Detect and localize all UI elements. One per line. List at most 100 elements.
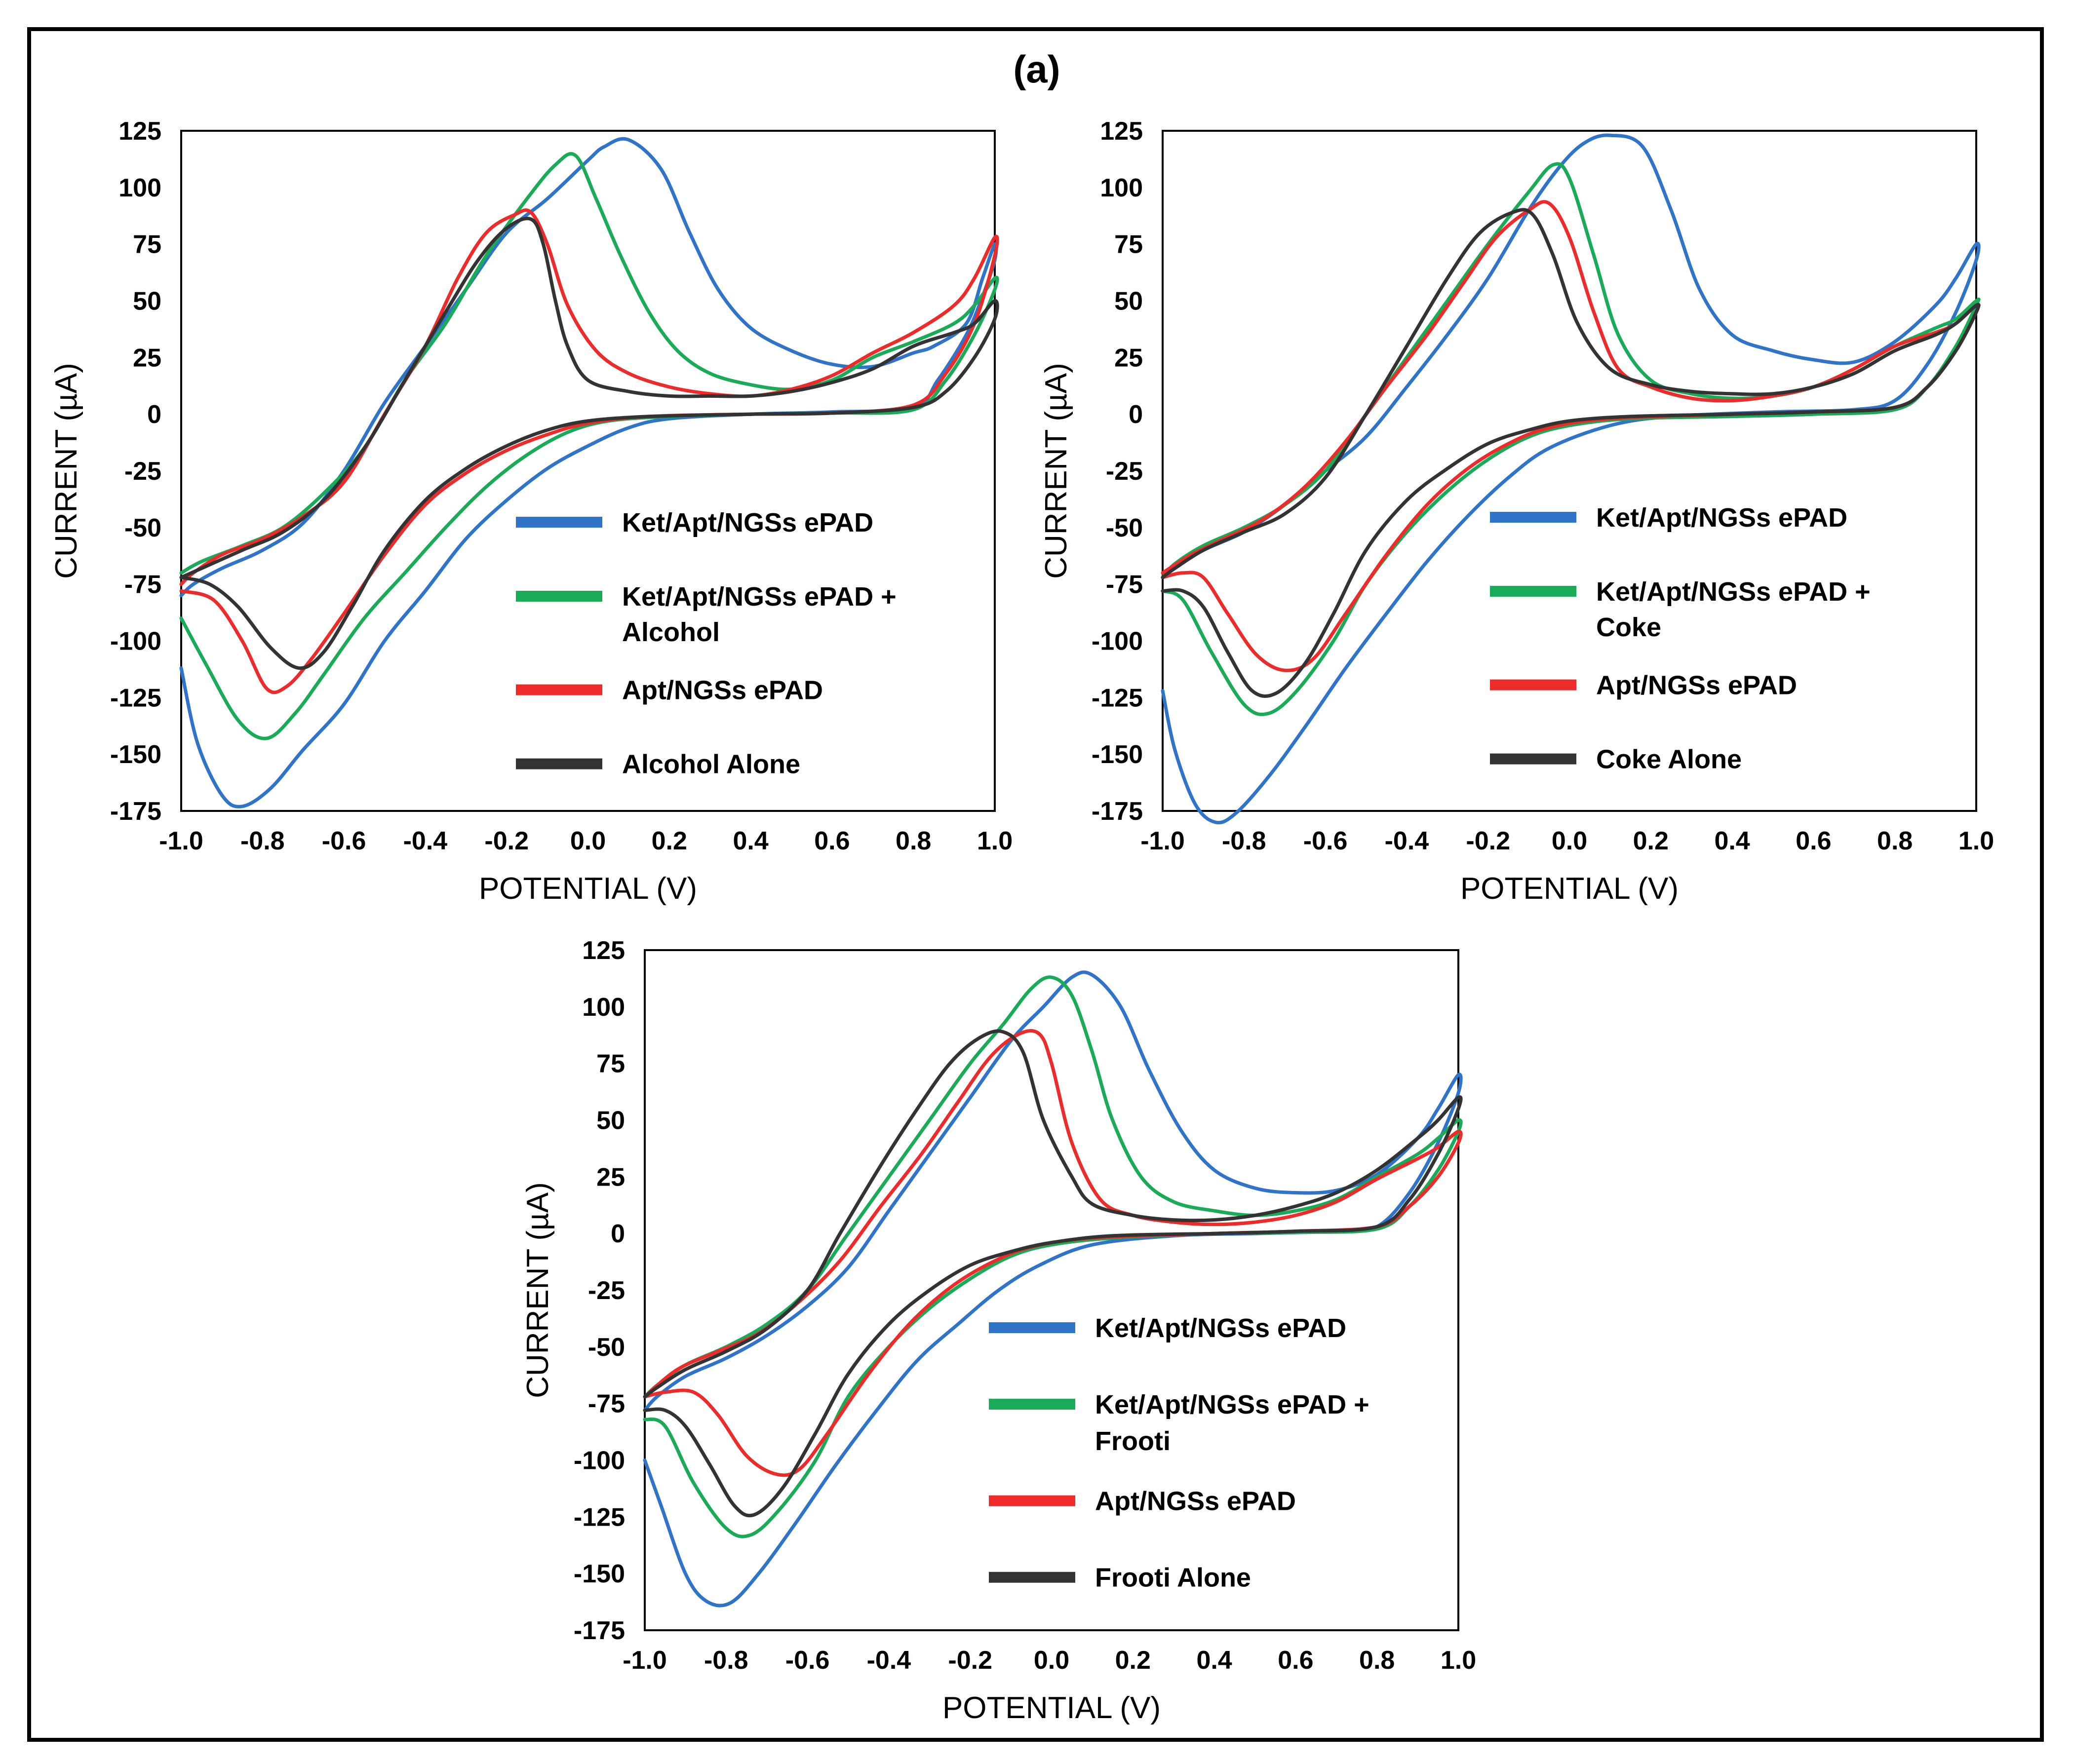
y-tick-label: 125 [118,117,161,146]
series-line-3 [1161,200,1981,672]
x-tick-label: 0.0 [570,827,606,855]
x-tick-label: 0.4 [733,827,768,855]
legend-label: Ket/Apt/NGSs ePAD [1095,1313,1346,1343]
y-tick-label: 100 [582,993,625,1022]
x-tick-label: 1.0 [1441,1646,1476,1675]
y-tick-label: -175 [110,797,161,826]
y-tick-label: -25 [1106,457,1143,486]
x-tick-label: 0.6 [1796,827,1831,855]
x-tick-label: -0.2 [484,827,529,855]
y-tick-label: -100 [110,627,161,656]
series-line-4 [1161,208,1981,698]
x-tick-label: -1.0 [159,827,203,855]
legend-label: Alcohol Alone [622,750,800,779]
x-tick-label: 0.4 [1714,827,1750,855]
x-tick-label: 0.8 [896,827,931,855]
x-tick-label: 0.8 [1877,827,1913,855]
y-tick-label: -125 [574,1503,625,1532]
y-tick-label: -150 [110,740,161,769]
legend-label: Ket/Apt/NGSs ePAD [1596,503,1847,533]
legend-label: Ket/Apt/NGSs ePAD + [622,582,897,612]
y-tick-label: 50 [1114,287,1143,316]
x-tick-label: -0.4 [867,1646,911,1675]
plot-area [644,949,1459,1631]
x-tick-label: 0.2 [1115,1646,1151,1675]
x-tick-label: -0.4 [1385,827,1429,855]
y-tick-label: 75 [596,1050,625,1078]
y-tick-label: -50 [588,1333,625,1362]
x-tick-label: -0.2 [1466,827,1510,855]
x-tick-label: 0.2 [652,827,687,855]
series-line-3 [179,208,999,694]
x-tick-label: 0.0 [1034,1646,1069,1675]
y-tick-label: 125 [582,936,625,965]
figure-title: (a) [1013,47,1060,91]
legend-label: Ket/Apt/NGSs ePAD [622,508,873,537]
x-tick-label: 0.6 [1278,1646,1313,1675]
x-tick-label: -0.8 [1222,827,1266,855]
legend-label: Apt/NGSs ePAD [1596,671,1797,700]
x-tick-label: -0.8 [240,827,285,855]
y-tick-label: -25 [124,457,161,486]
x-axis-label: POTENTIAL (V) [479,872,697,906]
x-tick-label: 0.2 [1633,827,1669,855]
x-tick-label: -0.6 [1303,827,1348,855]
legend-label: Ket/Apt/NGSs ePAD + [1095,1390,1369,1419]
x-tick-label: -1.0 [1140,827,1185,855]
x-tick-label: -1.0 [623,1646,667,1675]
legend-label: Apt/NGSs ePAD [1095,1487,1296,1516]
y-tick-label: 0 [1129,400,1143,429]
y-axis-label: CURRENT (µA) [49,363,83,579]
y-tick-label: -75 [588,1390,625,1419]
series-line-1 [1161,133,1981,825]
x-tick-label: -0.6 [322,827,366,855]
y-tick-label: -50 [1106,514,1143,542]
y-tick-label: -125 [110,684,161,712]
x-tick-label: 0.8 [1359,1646,1395,1675]
y-tick-label: 25 [133,344,161,372]
cv-chart-2: 125 100 75 50 25 0 -25 -50 -75 -100 -125 -150 -175-1… [1039,117,1994,906]
plot-area [180,130,996,812]
cv-chart-3: 125 100 75 50 25 0 -25 -50 -75 -100 -125 -150 -175-1… [521,936,1476,1725]
legend-label: Coke Alone [1596,745,1742,774]
y-tick-label: 100 [1100,174,1143,202]
x-axis-label: POTENTIAL (V) [1460,872,1679,906]
y-tick-label: -100 [574,1447,625,1475]
y-tick-label: -175 [574,1616,625,1645]
x-tick-label: 0.0 [1552,827,1587,855]
legend-label: Frooti Alone [1095,1563,1251,1593]
y-tick-label: 50 [133,287,161,316]
y-tick-label: 25 [1114,344,1143,372]
y-tick-label: 100 [118,174,161,202]
x-tick-label: -0.4 [403,827,448,855]
legend-label: Coke [1596,613,1661,642]
y-tick-label: -75 [124,571,161,599]
y-tick-label: 25 [596,1163,625,1191]
y-tick-label: -150 [574,1560,625,1588]
y-tick-label: 50 [596,1107,625,1135]
legend-label: Ket/Apt/NGSs ePAD + [1596,577,1871,607]
series-line-1 [643,970,1463,1608]
x-tick-label: 1.0 [1958,827,1994,855]
series-line-2 [643,975,1463,1538]
y-tick-label: -25 [588,1276,625,1305]
x-tick-label: 0.4 [1196,1646,1232,1675]
figure-frame [27,27,2044,1742]
y-axis-label: CURRENT (µA) [1039,363,1073,579]
y-tick-label: -150 [1092,740,1143,769]
x-axis-label: POTENTIAL (V) [942,1691,1161,1725]
x-tick-label: -0.8 [704,1646,748,1675]
x-tick-label: -0.2 [948,1646,992,1675]
y-tick-label: -75 [1106,571,1143,599]
series-line-2 [179,152,999,740]
y-tick-label: 0 [147,400,161,429]
plot-area [1162,130,1977,812]
y-axis-label: CURRENT (µA) [521,1182,555,1398]
series-line-1 [179,137,998,808]
legend-label: Frooti [1095,1426,1171,1456]
y-tick-label: -100 [1092,627,1143,656]
y-tick-label: 75 [133,230,161,259]
series-line-4 [179,217,999,670]
series-line-4 [643,1029,1463,1518]
